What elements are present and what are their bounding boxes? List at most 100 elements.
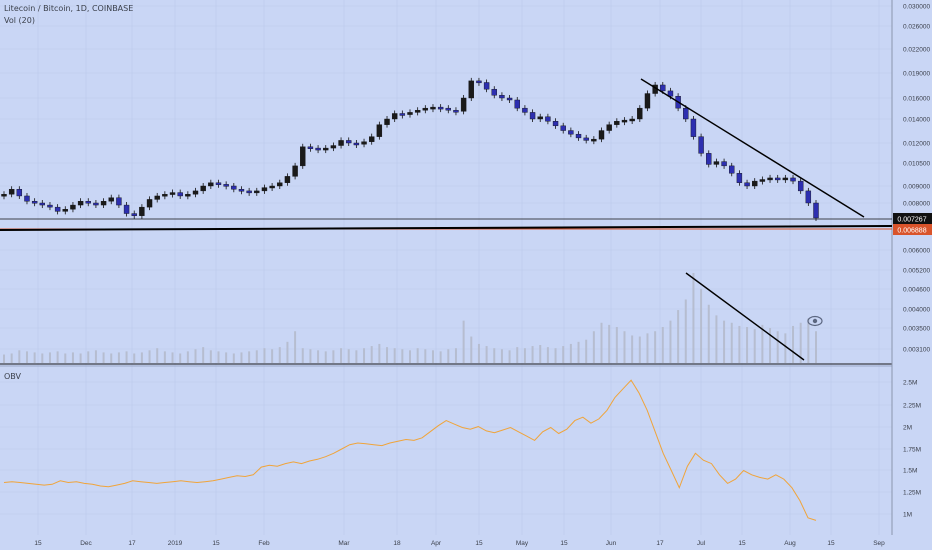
candle — [813, 202, 819, 219]
candle — [192, 190, 199, 195]
volume-bar — [776, 331, 779, 363]
volume-bar — [623, 331, 626, 363]
volume-bar — [470, 336, 473, 363]
volume-bar — [217, 351, 220, 363]
volume-bar — [179, 353, 182, 363]
candle — [591, 138, 597, 142]
price-tick-label: 0.003100 — [903, 347, 930, 354]
candle — [729, 165, 735, 174]
volume-bar — [232, 353, 235, 363]
volume-bar — [64, 353, 67, 363]
volume-bar — [516, 347, 519, 363]
candle — [491, 88, 497, 96]
candle — [445, 107, 452, 111]
volume-bar — [730, 322, 733, 363]
obv-legend: OBV — [4, 372, 22, 381]
candle — [330, 145, 337, 149]
volume-bar — [769, 328, 772, 363]
volume-bar — [807, 318, 810, 363]
price-tick-label: 0.009000 — [903, 184, 930, 191]
candle — [583, 137, 589, 141]
time-tick-label: Dec — [80, 540, 92, 547]
candle — [223, 184, 229, 187]
candle — [368, 136, 375, 142]
volume-bar — [592, 331, 595, 363]
volume-bar — [370, 346, 373, 363]
candle — [353, 142, 360, 146]
candle — [736, 173, 743, 183]
price-marker-0.007267: 0.007267 — [893, 213, 932, 224]
candle — [606, 124, 612, 131]
volume-bar — [539, 345, 542, 363]
volume-legend: Vol (20) — [4, 16, 35, 25]
volume-bar — [71, 352, 74, 363]
candle — [315, 147, 321, 151]
volume-bar — [600, 322, 603, 363]
volume-bar — [523, 348, 526, 363]
candle — [560, 125, 566, 131]
candle — [437, 106, 444, 110]
time-tick-label: Jun — [606, 540, 617, 547]
volume-bar — [784, 333, 787, 363]
volume-bar — [508, 350, 511, 363]
time-tick-label: 15 — [738, 540, 746, 547]
volume-bar — [753, 329, 756, 363]
volume-bar — [117, 352, 120, 363]
volume-bar — [738, 325, 741, 363]
volume-bar — [378, 343, 381, 363]
volume-bar — [3, 354, 5, 363]
candle — [177, 192, 183, 197]
price-marker-label: 0.006888 — [897, 228, 926, 235]
candle — [376, 124, 383, 137]
volume-bar — [294, 331, 297, 363]
volume-bar — [363, 348, 366, 363]
volume-bar — [631, 335, 634, 363]
volume-bar — [386, 347, 389, 363]
volume-bar — [355, 350, 358, 363]
candle — [215, 182, 222, 185]
volume-bar — [248, 351, 251, 363]
volume-bar — [186, 351, 189, 363]
candle — [300, 146, 306, 167]
volume-bar — [33, 352, 36, 363]
price-tick-label: 0.010500 — [903, 161, 930, 168]
price-tick-label: 0.005200 — [903, 268, 930, 275]
time-tick-label: Mar — [338, 540, 350, 547]
candle — [93, 202, 99, 206]
volume-bar — [692, 273, 695, 363]
candle — [752, 180, 758, 187]
time-tick-label: Feb — [258, 540, 270, 547]
volume-bar — [646, 333, 649, 363]
candle — [116, 197, 122, 206]
eye-icon[interactable] — [807, 315, 823, 327]
volume-bar — [171, 352, 174, 363]
volume-bar — [746, 327, 749, 363]
obv-tick-label: 2M — [903, 425, 912, 432]
price-tick-label: 0.019000 — [903, 71, 930, 78]
price-tick-label: 0.008000 — [903, 201, 930, 208]
candle — [621, 119, 628, 123]
volume-bar — [347, 349, 350, 363]
candle — [200, 185, 206, 192]
candle — [713, 161, 720, 165]
obv-tick-label: 1M — [903, 512, 912, 519]
candle — [614, 121, 620, 125]
candle — [468, 80, 474, 99]
volume-bar — [332, 350, 335, 363]
candle — [338, 140, 344, 146]
volume-bar — [792, 325, 795, 363]
volume-bar — [447, 349, 450, 363]
obv-tick-label: 1.75M — [903, 447, 921, 454]
volume-bar — [56, 351, 59, 363]
volume-bar — [761, 324, 764, 363]
candle — [261, 187, 268, 192]
candle — [575, 133, 582, 139]
candle — [568, 130, 574, 135]
volume-bar — [225, 352, 228, 363]
candle — [797, 180, 804, 192]
candle — [100, 201, 107, 206]
candle — [698, 136, 704, 154]
volume-bar — [102, 352, 105, 363]
volume-bar — [700, 288, 703, 363]
